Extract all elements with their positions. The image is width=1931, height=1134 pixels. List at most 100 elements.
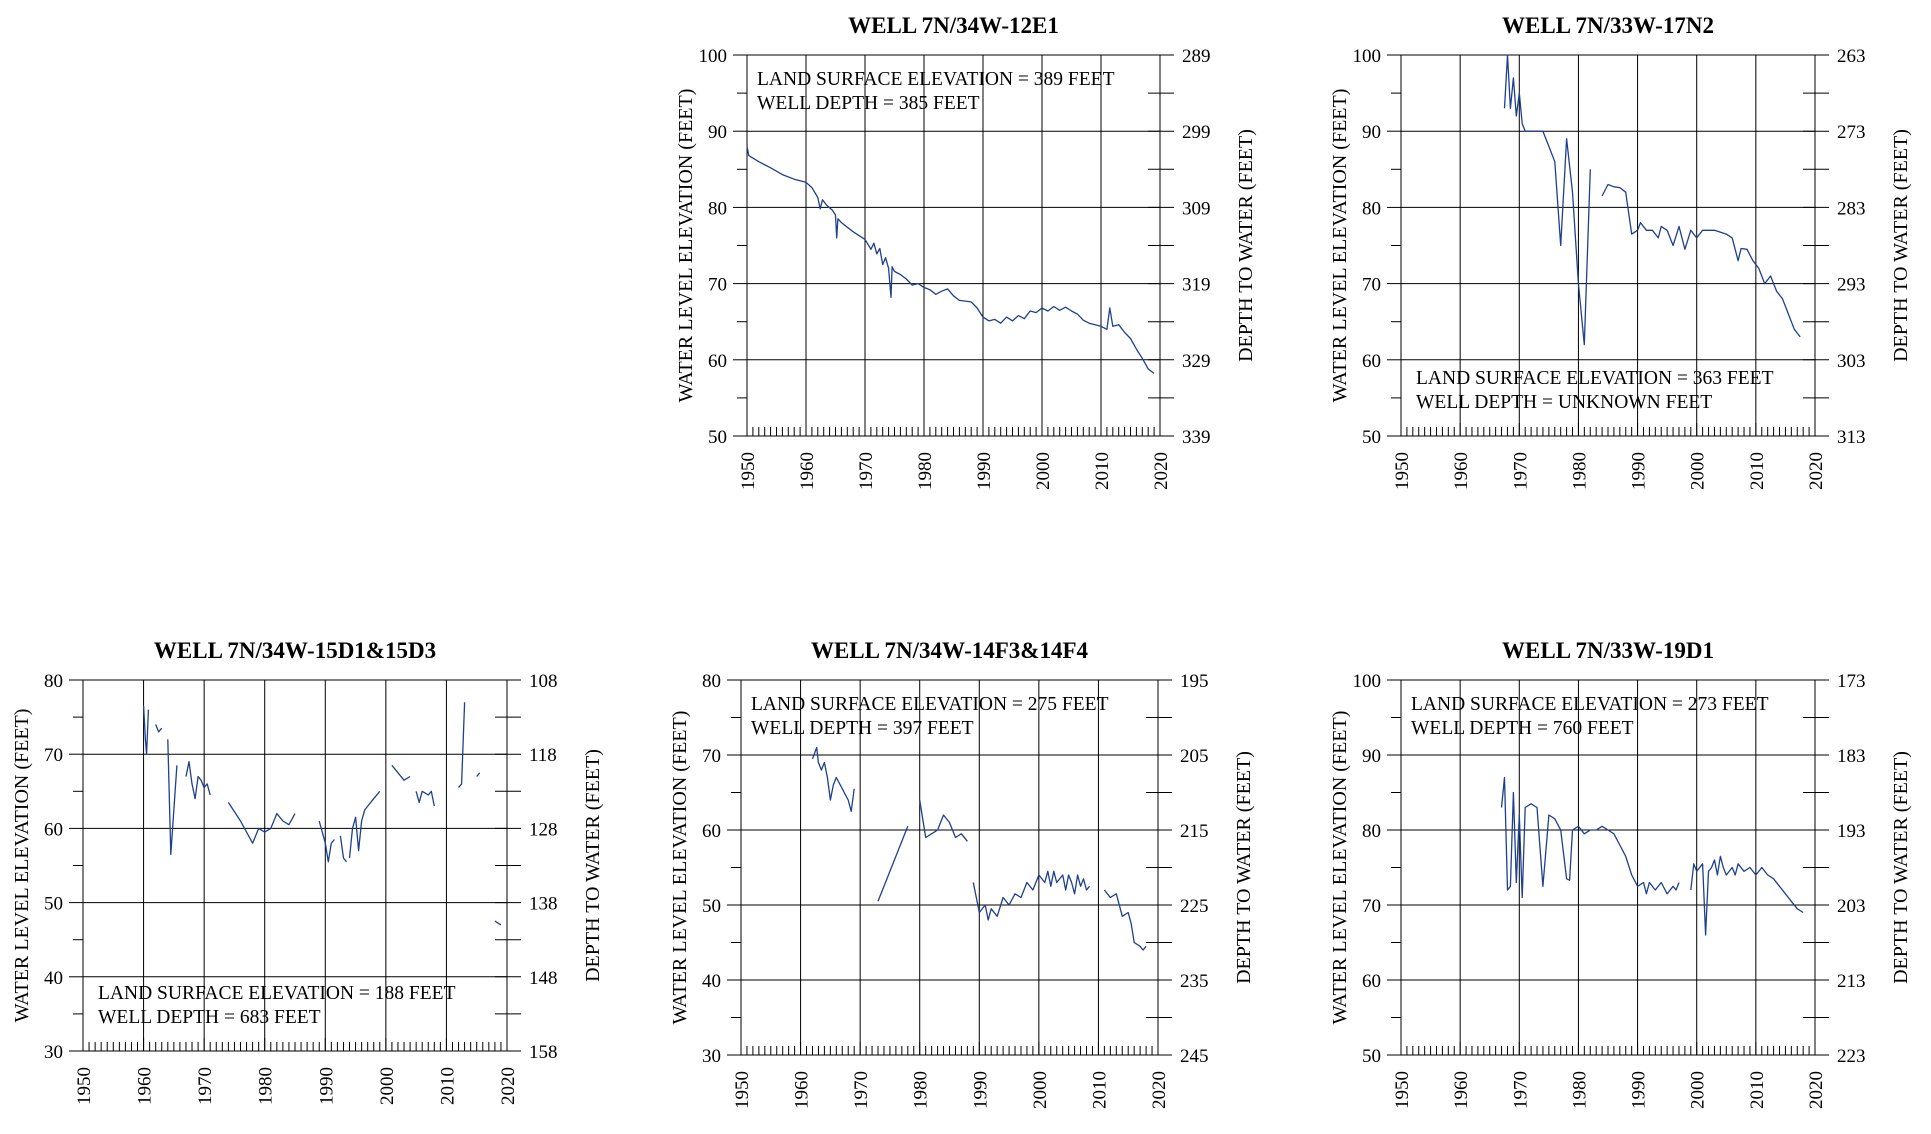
- water-level-series-segment: [746, 146, 1155, 375]
- x-tick-label: 2010: [1747, 452, 1768, 490]
- water-level-series-segment: [167, 739, 178, 856]
- y2-tick-label: 273: [1837, 122, 1866, 143]
- y-tick-label: 90: [1362, 746, 1381, 767]
- y2-tick-label: 235: [1180, 971, 1209, 992]
- y-tick-label: 50: [1362, 1046, 1381, 1067]
- y-tick-label: 90: [708, 122, 727, 143]
- x-tick-label: 1990: [1629, 452, 1650, 490]
- water-level-series-segment: [1500, 776, 1680, 899]
- y2-tick-label: 128: [529, 819, 558, 840]
- y2-axis-label: DEPTH TO WATER (FEET): [1890, 751, 1912, 984]
- x-tick-label: 2010: [1092, 452, 1113, 490]
- x-tick-label: 2020: [1151, 452, 1172, 490]
- water-level-series-segment: [458, 702, 466, 789]
- y2-tick-label: 299: [1182, 122, 1211, 143]
- water-level-series-segment: [494, 920, 502, 926]
- x-tick-label: 2000: [1033, 452, 1054, 490]
- y2-tick-label: 148: [529, 968, 558, 989]
- y-tick-label: 90: [1362, 122, 1381, 143]
- water-level-series-segment: [1601, 183, 1801, 338]
- y2-axis-label: DEPTH TO WATER (FEET): [1233, 751, 1255, 984]
- y2-tick-label: 173: [1837, 671, 1866, 692]
- y-tick-label: 50: [702, 896, 721, 917]
- well-annotation-line: LAND SURFACE ELEVATION = 389 FEET: [757, 69, 1115, 90]
- water-level-series-segment: [919, 799, 968, 842]
- well-panel: WELL 7N/34W-14F3&14F4 30 40 50 60 70 80 245 235 2…: [669, 638, 1255, 1109]
- panel-title: WELL 7N/33W-19D1: [1502, 638, 1714, 663]
- x-tick-label: 1980: [1569, 1071, 1590, 1109]
- x-tick-label: 2000: [1688, 1071, 1709, 1109]
- y2-tick-label: 193: [1837, 821, 1866, 842]
- x-tick-label: 1970: [1510, 452, 1531, 490]
- y-tick-label: 60: [702, 821, 721, 842]
- y-axis-label: WATER LEVEL ELEVATION (FEET): [11, 709, 33, 1023]
- y2-tick-label: 138: [529, 894, 558, 915]
- y-tick-label: 70: [708, 275, 727, 296]
- y2-tick-label: 313: [1837, 427, 1866, 448]
- x-tick-label: 1990: [316, 1067, 337, 1105]
- y-tick-label: 80: [44, 671, 63, 692]
- y2-tick-label: 158: [529, 1042, 558, 1063]
- y2-tick-label: 283: [1837, 198, 1866, 219]
- y2-tick-label: 263: [1837, 46, 1866, 67]
- y-tick-label: 70: [44, 745, 63, 766]
- well-annotation-line: LAND SURFACE ELEVATION = 363 FEET: [1416, 368, 1774, 389]
- y2-axis-label: DEPTH TO WATER (FEET): [1890, 129, 1912, 362]
- water-level-series-segment: [1690, 855, 1804, 936]
- y2-tick-label: 339: [1182, 427, 1211, 448]
- y-tick-label: 60: [708, 351, 727, 372]
- well-annotation-line: LAND SURFACE ELEVATION = 188 FEET: [98, 983, 456, 1004]
- y2-tick-label: 215: [1180, 821, 1209, 842]
- x-tick-label: 2000: [1030, 1071, 1051, 1109]
- water-level-series-segment: [1503, 54, 1591, 346]
- x-tick-label: 1970: [195, 1067, 216, 1105]
- x-tick-label: 1980: [915, 452, 936, 490]
- x-tick-label: 1990: [1629, 1071, 1650, 1109]
- well-annotation-line: WELL DEPTH = 760 FEET: [1411, 718, 1634, 739]
- panel-title: WELL 7N/34W-14F3&14F4: [811, 638, 1089, 663]
- y-tick-label: 80: [1362, 821, 1381, 842]
- y-tick-label: 100: [1353, 671, 1382, 692]
- y2-tick-label: 293: [1837, 275, 1866, 296]
- y-tick-label: 50: [1362, 427, 1381, 448]
- y-tick-label: 80: [1362, 198, 1381, 219]
- x-tick-label: 1950: [74, 1067, 95, 1105]
- well-panel: WELL 7N/34W-15D1&15D3 30 40 50 60 70 80 158 148 1…: [11, 638, 604, 1105]
- well-panel: WELL 7N/33W-19D1 50 60 70 80 90 100 223 213 203 19…: [1329, 638, 1912, 1109]
- x-tick-label: 1990: [974, 452, 995, 490]
- water-level-series-segment: [476, 772, 481, 777]
- y-axis-label: WATER LEVEL ELEVATION (FEET): [1329, 711, 1351, 1025]
- y-tick-label: 100: [1353, 46, 1382, 67]
- well-panel: WELL 7N/33W-17N2 50 60 70 80 90 100 313 303 293 28…: [1329, 13, 1912, 490]
- x-tick-label: 1950: [738, 452, 759, 490]
- x-tick-label: 1950: [732, 1071, 753, 1109]
- water-level-series-segment: [339, 835, 348, 863]
- x-tick-label: 2020: [1149, 1071, 1170, 1109]
- water-level-series-segment: [811, 746, 855, 812]
- water-level-series-segment: [1103, 889, 1147, 951]
- x-tick-label: 2000: [377, 1067, 398, 1105]
- water-level-series-segment: [185, 760, 211, 800]
- y-tick-label: 50: [708, 427, 727, 448]
- y2-tick-label: 319: [1182, 275, 1211, 296]
- y-tick-label: 70: [702, 746, 721, 767]
- y-tick-label: 80: [702, 671, 721, 692]
- x-tick-label: 1970: [856, 452, 877, 490]
- y-axis-label: WATER LEVEL ELEVATION (FEET): [669, 711, 691, 1025]
- well-annotation-line: WELL DEPTH = 683 FEET: [98, 1007, 321, 1028]
- y2-tick-label: 303: [1837, 351, 1866, 372]
- y2-tick-label: 329: [1182, 351, 1211, 372]
- water-level-series-segment: [972, 870, 1091, 921]
- y2-tick-label: 118: [529, 745, 557, 766]
- y-axis-label: WATER LEVEL ELEVATION (FEET): [1329, 89, 1351, 403]
- x-tick-label: 1980: [1569, 452, 1590, 490]
- x-tick-label: 2020: [498, 1067, 519, 1105]
- x-tick-label: 2020: [1806, 1071, 1827, 1109]
- y2-tick-label: 223: [1837, 1046, 1866, 1067]
- y2-tick-label: 213: [1837, 971, 1866, 992]
- y-tick-label: 40: [44, 968, 63, 989]
- water-level-series-segment: [318, 820, 335, 863]
- y-tick-label: 70: [1362, 896, 1381, 917]
- x-tick-label: 1990: [970, 1071, 991, 1109]
